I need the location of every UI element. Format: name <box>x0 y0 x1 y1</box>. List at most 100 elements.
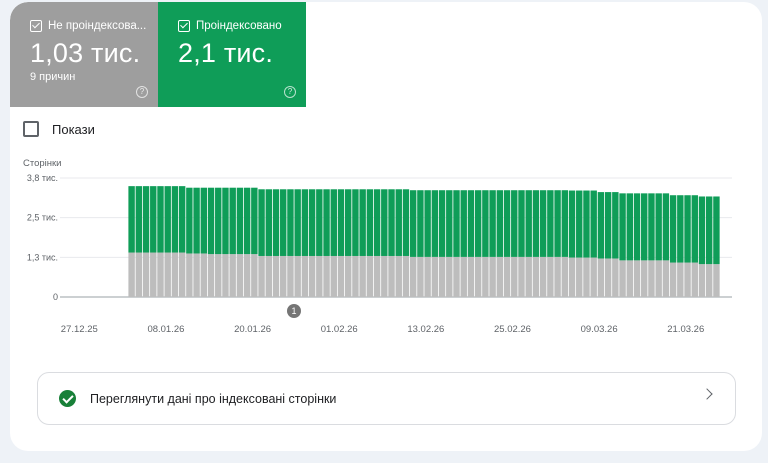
bar-indexed <box>511 190 518 257</box>
bar-not-indexed <box>691 262 698 297</box>
bar-indexed <box>453 190 460 257</box>
bar-indexed <box>373 189 381 256</box>
bar-indexed <box>337 189 345 256</box>
bar-indexed <box>316 189 323 256</box>
bar-indexed <box>438 190 446 257</box>
bar-indexed <box>612 192 619 259</box>
bar-not-indexed <box>496 256 504 297</box>
bar-indexed <box>532 190 540 257</box>
bar-indexed <box>272 189 280 256</box>
bar-not-indexed <box>677 262 684 297</box>
bar-not-indexed <box>186 253 193 297</box>
help-circle-icon[interactable]: ? <box>136 86 148 98</box>
bar-not-indexed <box>424 256 431 297</box>
bar-indexed <box>713 196 720 265</box>
bar-not-indexed <box>525 256 532 297</box>
x-tick-label: 09.03.26 <box>581 324 618 335</box>
impressions-toggle[interactable]: Покази <box>23 121 95 137</box>
bar-not-indexed <box>323 255 330 297</box>
bar-indexed <box>655 193 662 261</box>
bar-indexed <box>590 190 597 258</box>
bar-not-indexed <box>280 255 287 297</box>
x-tick-label: 20.01.26 <box>234 324 271 335</box>
bar-not-indexed <box>662 260 670 297</box>
bar-not-indexed <box>669 262 677 297</box>
bar-not-indexed <box>150 252 157 297</box>
bar-indexed <box>258 189 265 256</box>
bar-not-indexed <box>604 258 612 297</box>
bar-indexed <box>251 187 258 255</box>
bar-not-indexed <box>554 256 561 297</box>
index-coverage-card: Не проіндексова... 1,03 тис. 9 причин ? … <box>10 2 762 451</box>
x-tick-label: 25.02.26 <box>494 324 531 335</box>
bar-not-indexed <box>713 264 720 297</box>
bar-not-indexed <box>684 262 691 297</box>
check-circle-icon <box>59 390 76 407</box>
checkbox-checked-icon[interactable] <box>178 20 190 32</box>
bar-indexed <box>576 190 583 258</box>
bar-indexed <box>619 193 626 261</box>
bar-indexed <box>648 193 655 261</box>
bar-indexed <box>395 189 402 256</box>
bar-not-indexed <box>539 256 547 297</box>
x-tick-label: 01.02.26 <box>321 324 358 335</box>
bar-indexed <box>518 190 525 257</box>
bar-indexed <box>193 187 200 254</box>
bar-not-indexed <box>431 256 439 297</box>
x-tick-label: 13.02.26 <box>407 324 444 335</box>
bar-not-indexed <box>619 260 626 297</box>
bar-indexed <box>677 195 684 263</box>
not-indexed-tile[interactable]: Не проіндексова... 1,03 тис. 9 причин ? <box>10 2 158 107</box>
indexed-value: 2,1 тис. <box>178 38 274 68</box>
bar-not-indexed <box>157 252 164 297</box>
bar-indexed <box>128 186 135 253</box>
bar-not-indexed <box>583 257 590 297</box>
bar-not-indexed <box>200 253 208 297</box>
indexed-tile[interactable]: Проіндексовано 2,1 тис. ? <box>158 2 306 107</box>
bar-indexed <box>157 186 164 253</box>
bar-not-indexed <box>511 256 518 297</box>
checkbox-unchecked-icon[interactable] <box>23 121 39 137</box>
x-tick-label: 21.03.26 <box>667 324 704 335</box>
bar-not-indexed <box>243 254 251 297</box>
bar-indexed <box>215 187 222 255</box>
bar-not-indexed <box>236 254 244 297</box>
bar-indexed <box>604 192 612 259</box>
bar-not-indexed <box>655 260 662 297</box>
bar-indexed <box>330 189 337 256</box>
help-circle-icon[interactable]: ? <box>284 86 296 98</box>
bar-not-indexed <box>698 264 706 297</box>
bar-indexed <box>323 189 330 256</box>
bar-indexed <box>164 186 171 253</box>
view-indexed-pages-label: Переглянути дані про індексовані сторінк… <box>90 391 337 406</box>
bar-indexed <box>352 189 359 256</box>
checkbox-checked-icon[interactable] <box>30 20 42 32</box>
bar-not-indexed <box>265 255 272 297</box>
bar-indexed <box>503 190 511 257</box>
bar-not-indexed <box>128 252 135 297</box>
bar-not-indexed <box>301 255 309 297</box>
bar-not-indexed <box>633 260 641 297</box>
bar-not-indexed <box>641 260 648 297</box>
bar-not-indexed <box>373 255 381 297</box>
bar-not-indexed <box>409 256 417 297</box>
chevron-right-icon <box>701 388 713 400</box>
bar-indexed <box>626 193 633 261</box>
annotation-marker[interactable]: 1 <box>287 304 301 318</box>
bar-indexed <box>381 189 388 256</box>
bar-indexed <box>431 190 439 257</box>
x-tick-label: 08.01.26 <box>147 324 184 335</box>
indexed-label: Проіндексовано <box>196 20 282 32</box>
bar-not-indexed <box>561 256 569 297</box>
bar-not-indexed <box>395 255 402 297</box>
not-indexed-label: Не проіндексова... <box>48 20 147 32</box>
bar-not-indexed <box>316 255 323 297</box>
bar-not-indexed <box>272 255 280 297</box>
bar-indexed <box>402 189 410 256</box>
y-axis-label: Сторінки <box>23 158 62 169</box>
bar-indexed <box>482 190 489 257</box>
bar-not-indexed <box>417 256 424 297</box>
bar-indexed <box>200 187 208 254</box>
view-indexed-pages-link[interactable]: Переглянути дані про індексовані сторінк… <box>37 372 736 425</box>
bar-indexed <box>287 189 294 256</box>
